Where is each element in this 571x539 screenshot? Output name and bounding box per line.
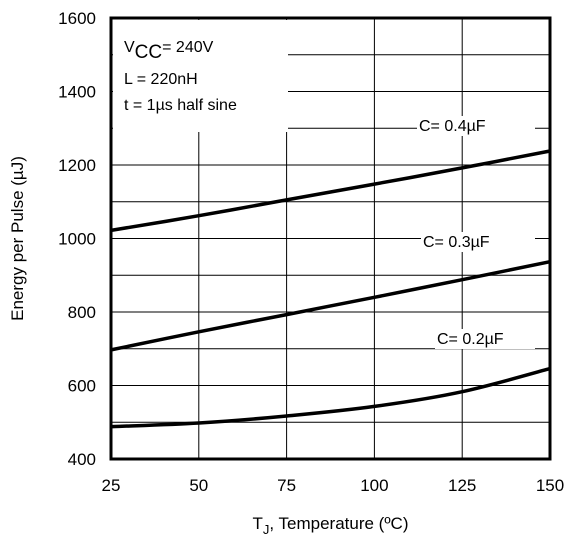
x-axis-title-main: T [253,514,263,533]
y-tick-label: 600 [68,377,96,396]
y-tick-label: 400 [68,450,96,469]
x-tick-label: 75 [277,476,296,495]
x-tick-label: 125 [448,476,476,495]
series-line [110,149,551,233]
annotation-inductance: L = 220nH [124,71,198,88]
y-axis-title: Energy per Pulse (µJ) [8,156,27,321]
series-label: C= 0.4µF [419,118,486,135]
annotation-background [113,20,288,132]
y-tick-label: 1200 [58,156,96,175]
series-label: C= 0.3µF [423,234,490,251]
annotation-vcc: VCC= 240V [124,39,214,63]
x-axis-title-sub: J [263,522,270,537]
y-tick-label: 1600 [58,9,96,28]
series-label: C= 0.2µF [437,331,504,348]
x-axis-title-rest: , Temperature (ºC) [269,514,408,533]
x-tick-label: 100 [360,476,388,495]
y-tick-label: 800 [68,303,96,322]
annotation-pulse: t = 1µs half sine [124,97,237,114]
x-tick-label: 25 [102,476,121,495]
series-label-background [417,116,535,136]
tick-label-layer: 25 50 75 100 125 150 400 600 800 1000 1200 1400 1600 [58,9,564,495]
annotation-vcc-rest: = 240V [162,39,213,56]
y-tick-label: 1000 [58,230,96,249]
series-line [110,259,551,352]
series-label-background [421,232,535,252]
annotation-vcc-main: V [124,39,135,56]
series-label-background [435,329,535,349]
series-layer [110,149,551,429]
x-tick-label: 50 [189,476,208,495]
plot-frame [109,16,552,461]
x-axis-title: TJ, Temperature (ºC) [253,514,409,537]
annotation-box: VCC= 240V L = 220nH t = 1µs half sine [113,20,288,132]
series-label-layer: C= 0.4µF C= 0.3µF C= 0.2µF [417,116,535,349]
annotation-vcc-sub: CC [135,42,162,63]
series-line [110,366,551,429]
y-tick-label: 1400 [58,83,96,102]
x-tick-label: 150 [536,476,564,495]
